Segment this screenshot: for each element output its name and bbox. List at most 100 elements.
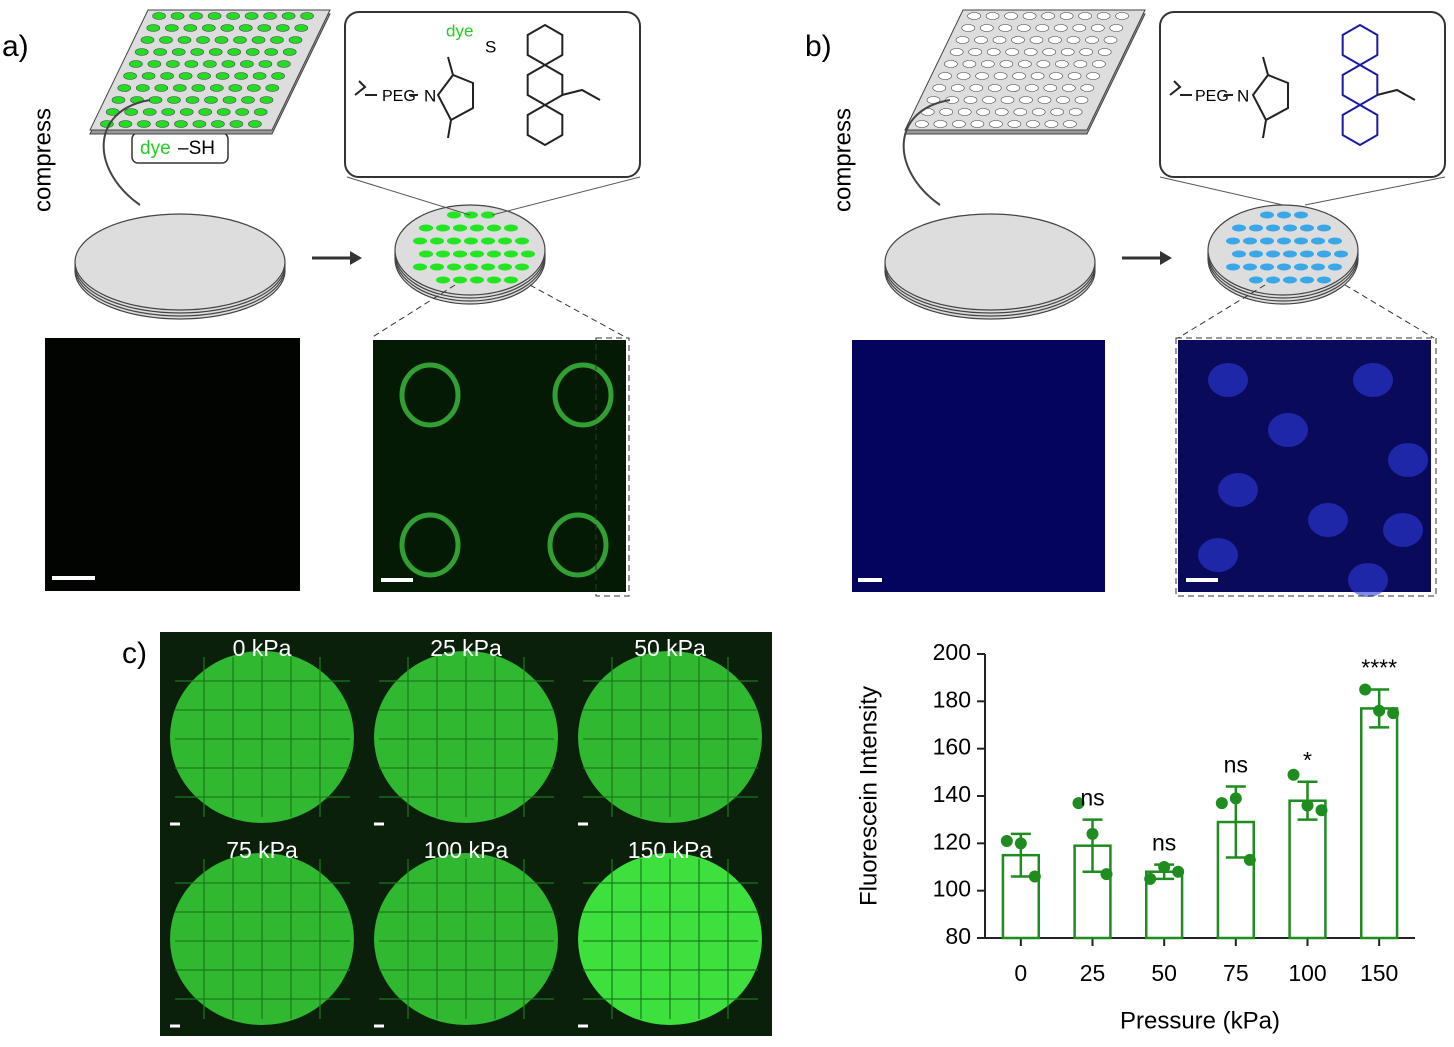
well: [257, 24, 272, 32]
spot: [1317, 250, 1331, 258]
spot: [430, 237, 444, 245]
well: [949, 48, 964, 56]
data-point: [1072, 797, 1085, 810]
spot: [481, 211, 495, 219]
well: [1073, 60, 1088, 68]
well: [1041, 12, 1055, 20]
spot: [1226, 263, 1240, 271]
well: [240, 60, 254, 68]
well: [969, 84, 984, 92]
well: [1072, 24, 1087, 32]
well: [202, 24, 216, 32]
spot: [498, 237, 512, 245]
well: [1043, 84, 1058, 92]
well: [993, 72, 1008, 80]
well: [165, 24, 179, 32]
spot: [1300, 276, 1314, 284]
well: [300, 12, 314, 20]
well: [275, 24, 290, 32]
spot: [1249, 250, 1263, 258]
spot: [447, 263, 461, 271]
well: [1035, 24, 1050, 32]
x-axis-title: Pressure (kPa): [1120, 1007, 1280, 1034]
well: [1086, 72, 1100, 80]
zoom-frame: [1175, 337, 1437, 597]
image-label: 0 kPa: [233, 635, 292, 661]
well: [1037, 96, 1052, 104]
spot: [1277, 211, 1291, 219]
spot: [481, 263, 495, 271]
bar: [1360, 707, 1399, 940]
well: [999, 60, 1014, 68]
well: [992, 36, 1007, 44]
panel-label: c): [122, 637, 147, 670]
well: [944, 60, 958, 68]
feature: [552, 362, 614, 428]
feature: [1218, 473, 1258, 507]
spot: [504, 250, 518, 258]
well: [975, 72, 989, 80]
well: [1068, 108, 1083, 116]
feature: [1348, 563, 1388, 597]
well: [253, 108, 268, 116]
well: [142, 108, 157, 116]
well: [161, 108, 175, 116]
well: [170, 12, 185, 20]
well: [258, 60, 273, 68]
well: [1005, 48, 1020, 56]
spot: [1266, 224, 1280, 232]
spot: [1300, 224, 1314, 232]
bar: [1288, 799, 1327, 940]
well: [208, 48, 223, 56]
well: [166, 60, 180, 68]
well: [221, 60, 236, 68]
well: [288, 36, 303, 44]
disk: [74, 213, 286, 311]
well: [259, 96, 274, 104]
well: [245, 48, 260, 56]
well: [955, 36, 970, 44]
spot: [1249, 276, 1263, 284]
spot: [521, 250, 535, 258]
spot: [447, 211, 461, 219]
spot: [1260, 263, 1274, 271]
well: [1109, 24, 1124, 32]
well: [185, 96, 200, 104]
spot: [515, 263, 529, 271]
spot: [1277, 263, 1291, 271]
well: [216, 108, 231, 116]
feature: [399, 362, 461, 428]
spot: [430, 263, 444, 271]
feature: [1383, 513, 1423, 547]
well: [173, 84, 187, 92]
arrow-head: [1160, 251, 1172, 265]
well: [211, 120, 225, 128]
atom-label: S: [485, 37, 496, 56]
well: [226, 12, 240, 20]
spot: [1311, 237, 1325, 245]
significance-label: ns: [1224, 752, 1248, 778]
well: [1066, 36, 1081, 44]
atom-label: N: [424, 86, 436, 105]
well: [1067, 72, 1082, 80]
well: [160, 72, 174, 80]
spot: [1266, 250, 1280, 258]
well: [192, 120, 207, 128]
well: [968, 48, 983, 56]
well: [1018, 60, 1032, 68]
spot: [1283, 224, 1297, 232]
feature: [1353, 363, 1393, 397]
spot: [419, 250, 433, 258]
image-label: 50 kPa: [634, 635, 706, 661]
well: [203, 60, 217, 68]
well: [1000, 96, 1015, 104]
spot: [1243, 263, 1257, 271]
well: [938, 72, 952, 80]
spot: [1334, 250, 1348, 258]
well: [117, 84, 132, 92]
image-label: 100 kPa: [424, 837, 509, 863]
image-label: 25 kPa: [430, 635, 502, 661]
well: [915, 120, 929, 128]
sh-label: –SH: [178, 138, 215, 159]
well: [1091, 24, 1105, 32]
